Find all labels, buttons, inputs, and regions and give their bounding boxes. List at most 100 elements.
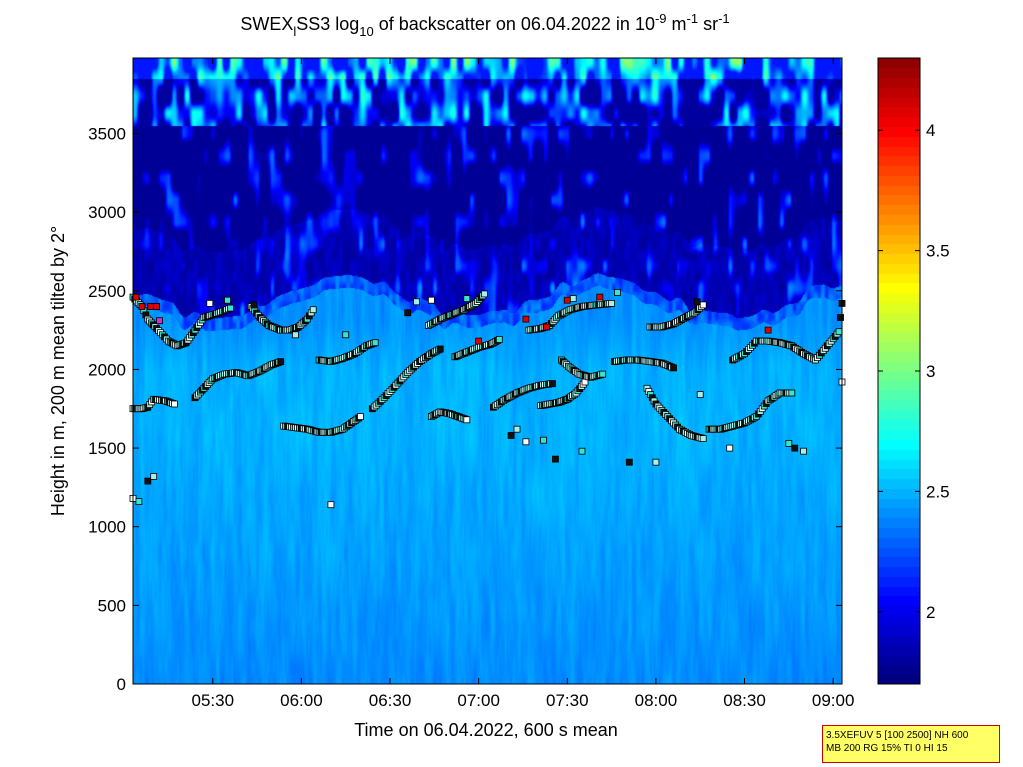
layer-marker bbox=[206, 299, 214, 307]
y-axis-label: Height in m, 200 m mean tilted by 2° bbox=[48, 226, 68, 516]
highlight-marker bbox=[153, 303, 161, 310]
layer-marker bbox=[599, 370, 607, 378]
x-tick-label: 09:00 bbox=[812, 691, 855, 710]
y-tick-label: 3500 bbox=[88, 124, 126, 143]
title-part: -9 bbox=[655, 11, 667, 26]
colorbar-tick-label: 2.5 bbox=[926, 482, 950, 501]
y-tick-label: 1000 bbox=[88, 518, 126, 537]
x-tick-label: 07:00 bbox=[457, 691, 500, 710]
highlight-marker bbox=[563, 296, 571, 304]
layer-marker bbox=[342, 331, 350, 339]
title-part: sr bbox=[698, 14, 718, 34]
title-part: l bbox=[293, 24, 296, 39]
layer-marker bbox=[404, 309, 412, 317]
layer-marker bbox=[481, 290, 488, 298]
layer-marker bbox=[427, 296, 435, 304]
title-part: SWEX bbox=[240, 14, 293, 34]
layer-marker bbox=[625, 458, 633, 466]
layer-marker bbox=[463, 416, 471, 424]
x-tick-label: 06:30 bbox=[369, 691, 412, 710]
layer-marker bbox=[578, 447, 586, 455]
y-tick-label: 500 bbox=[98, 596, 126, 615]
info-line-2: MB 200 RG 15% TI 0 HI 15 bbox=[826, 743, 948, 754]
layer-marker bbox=[277, 358, 285, 366]
highlight-marker bbox=[543, 323, 550, 331]
layer-marker bbox=[413, 298, 421, 306]
info-line-1: 3.5XEFUV 5 [100 2500] NH 600 bbox=[826, 730, 969, 741]
layer-marker bbox=[327, 501, 335, 509]
layer-marker bbox=[699, 301, 707, 309]
y-axis: 0 500 1000 1500 2000 2500 3000 3500 bbox=[88, 124, 842, 694]
layer-marker bbox=[357, 413, 364, 421]
highlight-marker bbox=[138, 303, 146, 310]
layer-marker bbox=[150, 472, 158, 480]
layer-marker bbox=[507, 432, 515, 439]
layer-marker bbox=[463, 295, 471, 303]
x-tick-label: 05:30 bbox=[191, 691, 234, 710]
layer-marker bbox=[513, 425, 521, 433]
layer-marker bbox=[549, 380, 556, 388]
layer-marker bbox=[785, 439, 793, 447]
title-part: -1 bbox=[687, 11, 699, 26]
title-part: m bbox=[667, 14, 687, 34]
y-tick-label: 2000 bbox=[88, 360, 126, 379]
title-part: of backscatter on 06.04.2022 in 10 bbox=[374, 14, 655, 34]
layer-marker bbox=[800, 447, 807, 455]
layer-marker bbox=[495, 336, 503, 343]
processing-info-box: 3.5XEFUV 5 [100 2500] NH 600 MB 200 RG 1… bbox=[822, 725, 1000, 763]
title-part: 10 bbox=[359, 24, 373, 39]
colorbar-axis: 2 2.5 3 3.5 4 bbox=[878, 121, 950, 622]
layer-marker bbox=[371, 339, 379, 347]
layer-marker bbox=[309, 306, 317, 314]
layer-marker bbox=[788, 389, 796, 397]
x-axis-label: Time on 06.04.2022, 600 s mean bbox=[354, 720, 618, 740]
highlight-marker bbox=[475, 337, 483, 345]
x-tick-label: 08:30 bbox=[723, 691, 766, 710]
colorbar-gradient bbox=[878, 58, 920, 684]
chart-title: SWEXlSS3 log10 of backscatter on 06.04.2… bbox=[240, 11, 729, 39]
layer-marker bbox=[552, 455, 559, 463]
layer-marker bbox=[670, 364, 677, 372]
layer-marker bbox=[835, 328, 843, 336]
layer-marker bbox=[693, 298, 701, 306]
layer-marker bbox=[522, 438, 530, 446]
layer-marker bbox=[227, 304, 234, 312]
plot-frame bbox=[132, 57, 843, 685]
layer-marker bbox=[144, 477, 152, 485]
highlight-marker bbox=[132, 293, 140, 301]
colorbar-tick-label: 4 bbox=[926, 121, 935, 140]
x-axis: 05:30 06:00 06:30 07:00 07:30 08:00 08:30 09:00 bbox=[191, 58, 854, 710]
highlight-marker bbox=[156, 317, 164, 325]
y-tick-label: 2500 bbox=[88, 282, 126, 301]
layer-marker bbox=[250, 301, 258, 309]
layer-marker bbox=[696, 391, 704, 399]
colorbar-tick-label: 3 bbox=[926, 362, 935, 381]
layer-marker bbox=[791, 444, 799, 452]
layer-marker bbox=[837, 314, 844, 321]
colorbar-tick-label: 2 bbox=[926, 603, 935, 622]
layer-marker bbox=[699, 435, 707, 443]
x-tick-label: 08:00 bbox=[635, 691, 678, 710]
highlight-marker bbox=[522, 315, 530, 323]
highlight-marker bbox=[596, 293, 604, 301]
highlight-marker bbox=[147, 303, 155, 310]
colorbar-tick-label: 3.5 bbox=[926, 242, 950, 261]
layer-marker bbox=[170, 400, 178, 408]
y-tick-label: 1500 bbox=[88, 439, 126, 458]
title-part: SS3 log bbox=[296, 14, 359, 34]
layer-marker bbox=[569, 295, 577, 303]
layer-marker bbox=[135, 498, 143, 505]
layer-marker bbox=[224, 296, 231, 304]
layer-marker bbox=[540, 436, 547, 444]
layer-marker bbox=[652, 458, 660, 466]
layer-marker bbox=[608, 299, 615, 307]
y-tick-label: 0 bbox=[117, 675, 126, 694]
layer-marker bbox=[292, 331, 299, 339]
layer-marker bbox=[436, 345, 444, 353]
x-tick-label: 06:00 bbox=[280, 691, 323, 710]
x-tick-label: 07:30 bbox=[546, 691, 589, 710]
y-tick-label: 3000 bbox=[88, 203, 126, 222]
title-part: -1 bbox=[718, 11, 730, 26]
layer-marker bbox=[726, 444, 734, 452]
